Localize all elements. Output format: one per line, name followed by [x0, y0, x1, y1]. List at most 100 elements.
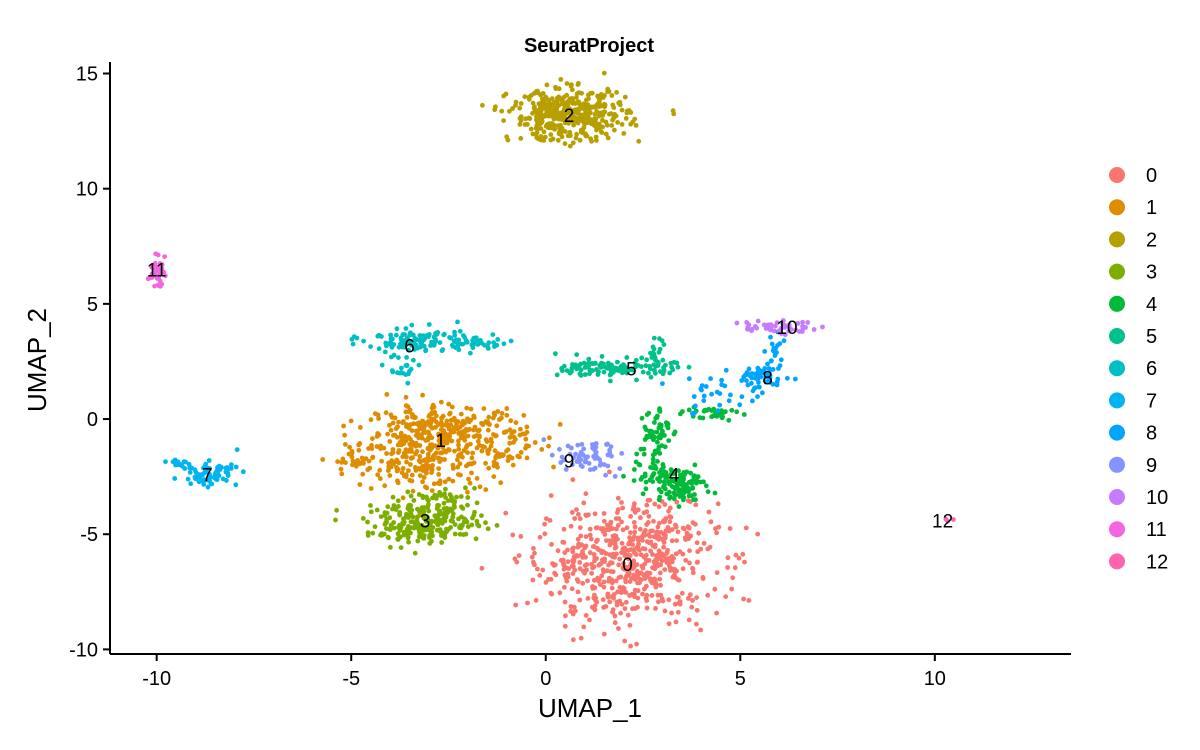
point-cluster-4	[726, 417, 732, 423]
point-cluster-1	[399, 470, 405, 476]
point-cluster-0	[549, 591, 555, 597]
point-cluster-3	[457, 531, 463, 537]
point-cluster-1	[407, 409, 412, 415]
point-cluster-1	[505, 458, 511, 463]
point-cluster-2	[555, 137, 561, 143]
point-cluster-0	[612, 620, 618, 626]
point-cluster-2	[577, 137, 583, 143]
point-cluster-5	[651, 362, 657, 368]
point-cluster-3	[452, 531, 458, 537]
point-cluster-2	[480, 102, 485, 108]
point-cluster-2	[610, 102, 616, 108]
point-cluster-1	[471, 434, 477, 439]
point-cluster-0	[683, 535, 688, 541]
point-cluster-0	[612, 613, 618, 619]
point-cluster-2	[528, 93, 534, 98]
point-cluster-2	[501, 93, 507, 99]
point-cluster-0	[632, 524, 638, 530]
point-cluster-0	[642, 546, 648, 552]
point-cluster-0	[623, 579, 629, 585]
point-cluster-0	[607, 469, 612, 475]
point-cluster-6	[411, 357, 416, 363]
point-cluster-0	[533, 597, 539, 603]
point-cluster-1	[464, 405, 470, 411]
point-cluster-8	[774, 379, 780, 385]
point-cluster-4	[658, 432, 664, 438]
point-cluster-7	[183, 459, 188, 465]
point-cluster-1	[429, 405, 435, 411]
point-cluster-8	[691, 394, 697, 399]
point-cluster-8	[744, 378, 749, 383]
point-cluster-1	[370, 436, 375, 441]
point-cluster-1	[409, 478, 415, 484]
point-cluster-1	[424, 470, 429, 476]
cluster-label-5: 5	[626, 359, 637, 380]
point-cluster-1	[410, 414, 415, 420]
point-cluster-9	[608, 444, 614, 449]
point-cluster-0	[725, 555, 731, 561]
point-cluster-0	[607, 538, 613, 544]
point-cluster-1	[413, 451, 418, 457]
point-cluster-1	[420, 418, 425, 424]
point-cluster-0	[601, 584, 607, 590]
legend-label-10: 10	[1146, 487, 1168, 509]
point-cluster-1	[377, 476, 383, 481]
point-cluster-0	[648, 578, 653, 583]
point-cluster-0	[606, 562, 611, 568]
point-cluster-5	[569, 369, 574, 374]
point-cluster-3	[415, 538, 421, 544]
point-cluster-1	[390, 420, 396, 426]
point-cluster-8	[750, 398, 755, 404]
point-cluster-1	[438, 427, 444, 432]
legend-key-8	[1109, 424, 1125, 441]
point-cluster-10	[787, 327, 792, 332]
point-cluster-1	[384, 451, 389, 456]
point-cluster-3	[451, 500, 457, 506]
point-cluster-0	[705, 546, 711, 552]
point-cluster-1	[497, 417, 502, 422]
point-cluster-6	[442, 331, 447, 337]
point-cluster-3	[465, 502, 470, 508]
point-cluster-0	[625, 612, 631, 618]
point-cluster-3	[406, 539, 411, 545]
legend-label-9: 9	[1146, 455, 1157, 477]
point-cluster-2	[581, 125, 587, 130]
point-cluster-2	[602, 93, 607, 98]
point-cluster-3	[457, 525, 462, 530]
point-cluster-2	[513, 99, 519, 105]
point-cluster-1	[379, 458, 384, 464]
point-cluster-2	[598, 129, 604, 135]
point-cluster-11	[157, 278, 163, 284]
point-cluster-2	[575, 82, 581, 87]
point-cluster-0	[634, 641, 639, 647]
point-cluster-0	[616, 562, 622, 568]
point-cluster-0	[615, 523, 621, 528]
point-cluster-4	[657, 451, 663, 456]
point-cluster-1	[395, 480, 401, 486]
point-cluster-7	[234, 447, 240, 453]
point-cluster-0	[590, 584, 595, 589]
point-cluster-0	[654, 553, 659, 559]
point-cluster-2	[619, 107, 625, 113]
point-cluster-5	[659, 338, 665, 344]
point-cluster-4	[648, 465, 653, 470]
point-cluster-9	[541, 437, 547, 443]
point-cluster-2	[606, 89, 612, 94]
point-cluster-8	[792, 376, 798, 382]
point-cluster-0	[592, 607, 598, 613]
point-cluster-0	[602, 532, 608, 537]
point-cluster-0	[570, 477, 576, 483]
cluster-label-9: 9	[564, 452, 575, 473]
point-cluster-2	[621, 131, 627, 136]
point-cluster-2	[561, 113, 567, 119]
point-cluster-6	[495, 337, 501, 342]
legend-key-7	[1109, 392, 1125, 409]
point-cluster-2	[671, 111, 677, 117]
point-cluster-5	[615, 359, 620, 365]
point-cluster-0	[622, 638, 628, 644]
x-tick-label: -5	[342, 668, 360, 690]
point-cluster-0	[619, 519, 624, 525]
point-cluster-1	[439, 399, 444, 405]
point-cluster-0	[741, 596, 746, 602]
point-cluster-8	[763, 374, 768, 380]
